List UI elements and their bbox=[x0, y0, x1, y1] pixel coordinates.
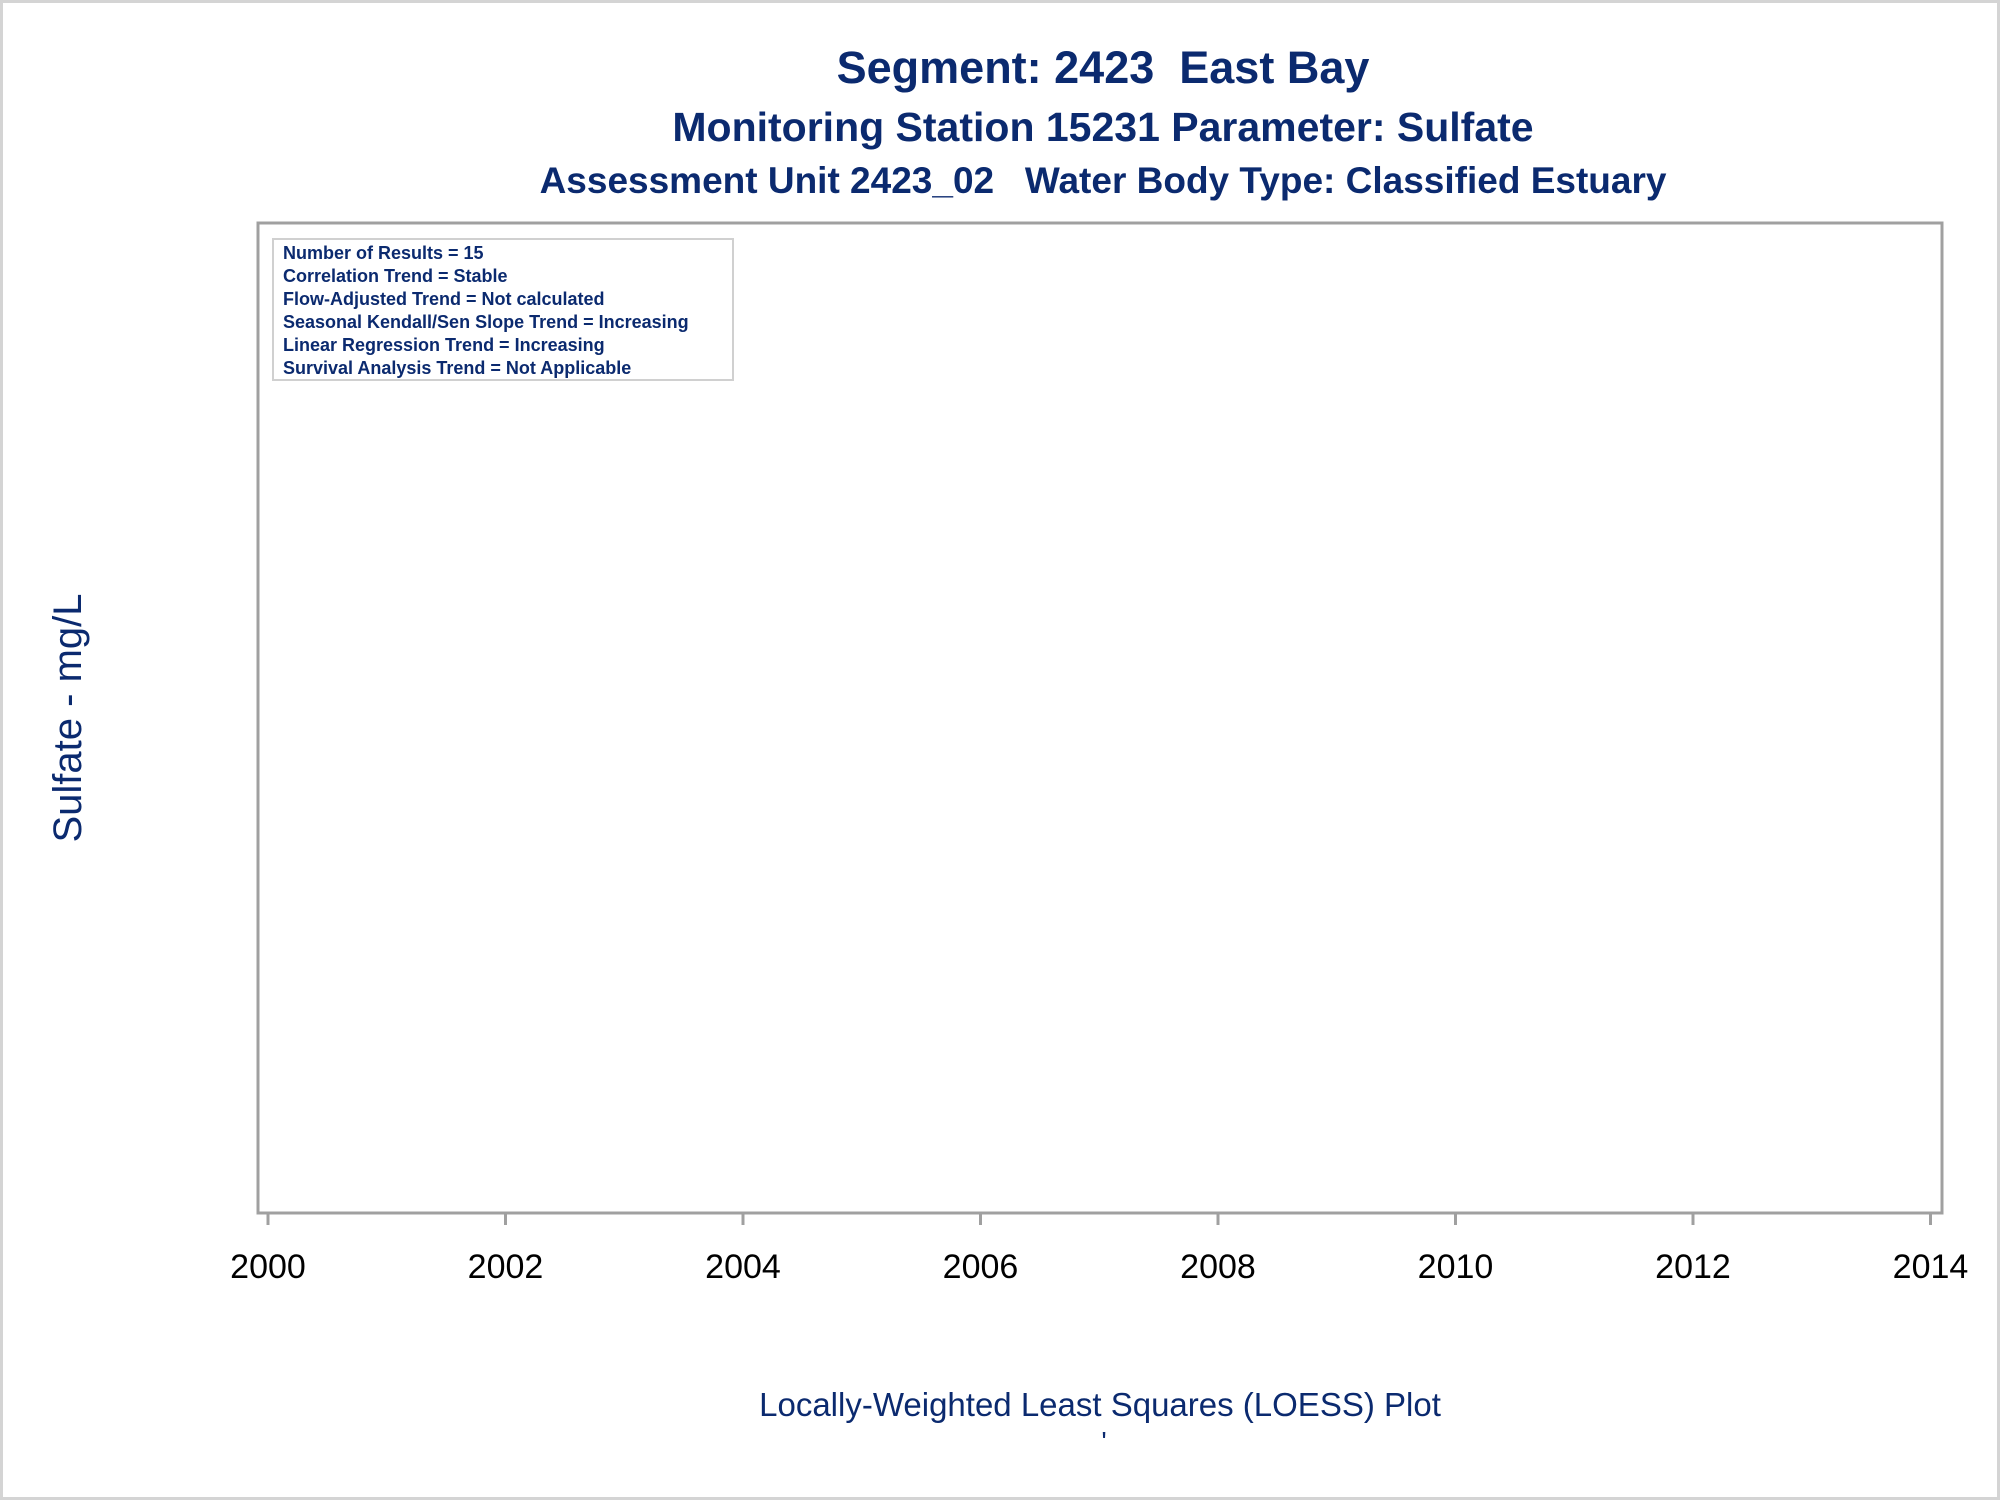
x-tick-label: 2000 bbox=[230, 1248, 306, 1286]
x-tick-label: 2014 bbox=[1893, 1248, 1969, 1286]
sulfate-loess-chart: Segment: 2423 East Bay Monitoring Statio… bbox=[46, 42, 1968, 1457]
plot-area bbox=[256, 221, 1944, 1215]
stats-line: Number of Results = 15 bbox=[283, 243, 484, 263]
chart-title: Segment: 2423 East Bay bbox=[837, 42, 1370, 93]
stats-box-border bbox=[272, 238, 734, 381]
chart-subtitle: Monitoring Station 15231 Parameter: Sulf… bbox=[672, 104, 1533, 150]
stats-line: Flow-Adjusted Trend = Not calculated bbox=[283, 289, 605, 309]
x-tick-label: 2012 bbox=[1655, 1248, 1731, 1286]
x-tick-label: 2006 bbox=[943, 1248, 1019, 1286]
x-axis-label: Locally-Weighted Least Squares (LOESS) P… bbox=[759, 1386, 1441, 1423]
stats-box: Number of Results = 15 Correlation Trend… bbox=[272, 238, 734, 381]
stats-line: Seasonal Kendall/Sen Slope Trend = Incre… bbox=[283, 312, 689, 332]
chart-subtitle-2: Assessment Unit 2423_02 Water Body Type:… bbox=[540, 160, 1667, 201]
stats-line: Survival Analysis Trend = Not Applicable bbox=[283, 358, 631, 378]
stats-line: Linear Regression Trend = Increasing bbox=[283, 335, 605, 355]
y-axis-label: Sulfate - mg/L bbox=[46, 593, 90, 842]
x-axis: 2000 2002 2004 2006 2008 2010 2012 2014 bbox=[230, 1213, 1968, 1286]
x-tick-label: 2004 bbox=[705, 1248, 781, 1286]
stats-line: Correlation Trend = Stable bbox=[283, 266, 508, 286]
footnote-mark: ' bbox=[1101, 1426, 1106, 1457]
x-tick-label: 2008 bbox=[1180, 1248, 1256, 1286]
x-tick-label: 2010 bbox=[1418, 1248, 1494, 1286]
x-tick-label: 2002 bbox=[468, 1248, 544, 1286]
